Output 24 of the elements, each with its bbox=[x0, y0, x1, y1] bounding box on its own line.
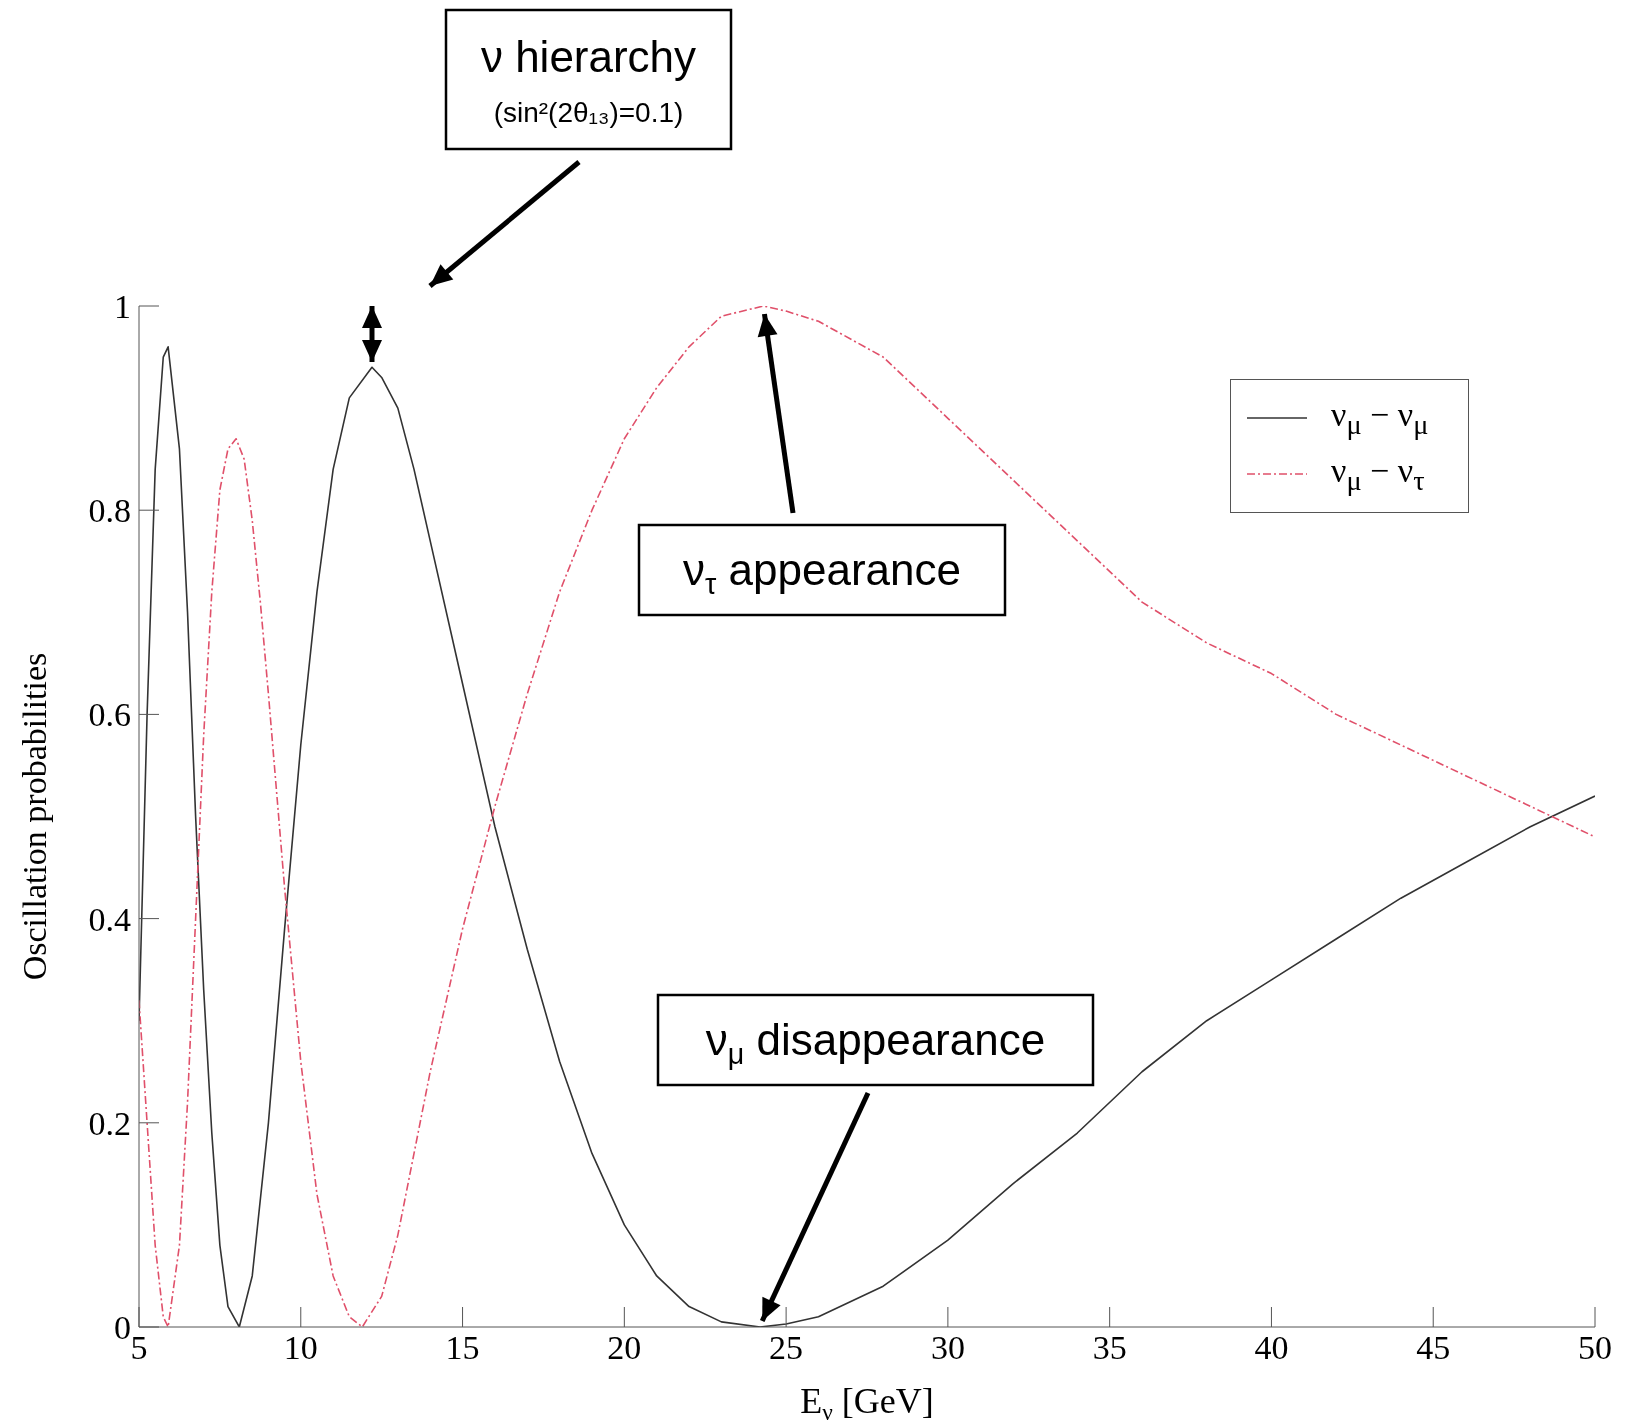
text: ν hierarchy bbox=[480, 32, 697, 81]
x-tick-label: 40 bbox=[1254, 1329, 1289, 1367]
annotation: ν$_{τ}$ appearance bbox=[683, 545, 961, 600]
y-tick-label: 1 bbox=[114, 288, 131, 326]
x-tick-label: 10 bbox=[283, 1329, 318, 1367]
legend-label: ν$_{μ}$ − ν$_{τ}$ bbox=[1331, 451, 1425, 497]
x-tick-label: 20 bbox=[607, 1329, 642, 1367]
y-tick-label: 0.2 bbox=[88, 1104, 131, 1142]
x-axis-title: E$_{ν}$ [GeV] bbox=[800, 1381, 934, 1425]
x-tick-label: 35 bbox=[1092, 1329, 1127, 1367]
y-axis-title: Oscillation probabilities bbox=[16, 652, 53, 981]
x-tick-label: 45 bbox=[1416, 1329, 1451, 1367]
y-tick-label: 0.8 bbox=[88, 492, 131, 530]
x-tick-label: 30 bbox=[930, 1329, 965, 1367]
y-tick-label: 0 bbox=[114, 1309, 131, 1347]
legend-label: ν$_{μ}$ − ν$_{μ}$ bbox=[1331, 395, 1429, 441]
x-tick-label: 50 bbox=[1578, 1329, 1612, 1367]
x-tick-label: 25 bbox=[769, 1329, 804, 1367]
y-tick-label: 0.4 bbox=[88, 900, 131, 938]
x-tick-label: 5 bbox=[130, 1329, 148, 1367]
y-tick-label: 0.6 bbox=[88, 696, 131, 734]
annotation: ν$_{μ}$ disappearance bbox=[705, 1015, 1046, 1070]
x-tick-label: 15 bbox=[445, 1329, 480, 1367]
text: (sin²(2θ₁₃)=0.1) bbox=[493, 97, 684, 128]
